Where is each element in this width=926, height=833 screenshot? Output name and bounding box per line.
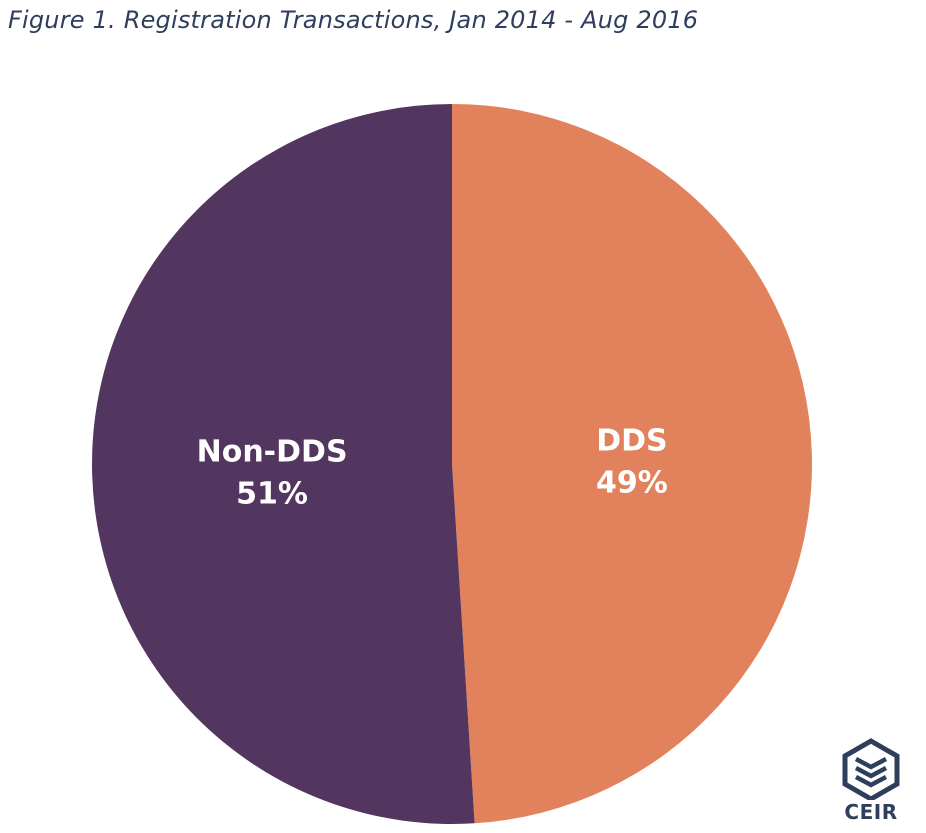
- slice-labels: DDS 49% Non-DDS 51%: [197, 423, 668, 511]
- pie-slice-non-dds: [91, 104, 475, 825]
- pie-slice-dds: [452, 104, 812, 824]
- slice-label-non-dds: Non-DDS: [197, 435, 348, 470]
- logo-text: CEIR: [844, 800, 898, 824]
- ceir-logo: CEIR: [836, 738, 906, 826]
- slice-label-dds: DDS: [596, 423, 667, 458]
- pie-slices: [91, 104, 812, 825]
- chart-title: Figure 1. Registration Transactions, Jan…: [8, 6, 699, 34]
- slice-value-non-dds: 51%: [236, 477, 308, 512]
- ceir-hexagon-icon: [842, 738, 900, 802]
- slice-value-dds: 49%: [596, 465, 668, 500]
